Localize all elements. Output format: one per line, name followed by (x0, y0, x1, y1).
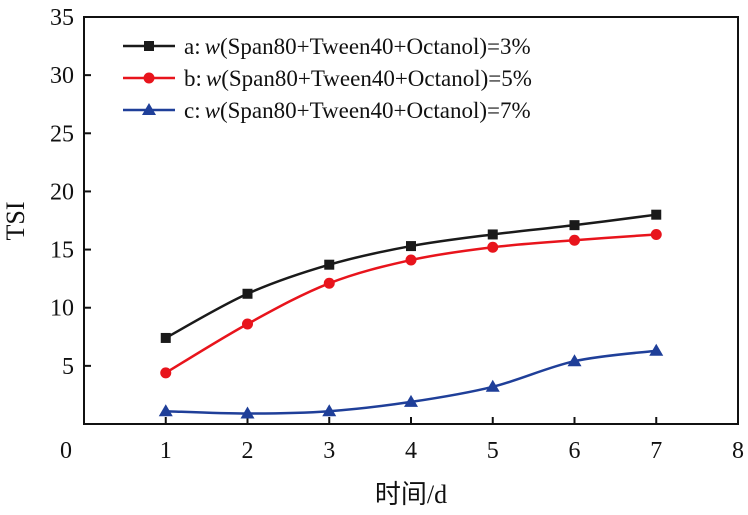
x-tick-label: 2 (242, 438, 254, 464)
x-tick-label: 6 (569, 438, 581, 464)
legend-marker (143, 72, 155, 84)
series-a (160, 209, 662, 343)
data-point (651, 209, 662, 220)
y-axis-title: TSI (1, 202, 30, 241)
series-layer (158, 209, 664, 419)
y-tick-label: 35 (50, 5, 74, 31)
legend-marker (142, 103, 156, 115)
series-line (165, 213, 657, 340)
legend-label: b: w(Span80+Tween40+Octanol)=5% (184, 66, 532, 91)
legend-item-a: a: w(Span80+Tween40+Octanol)=3% (123, 34, 531, 59)
data-point (404, 394, 418, 407)
y-tick-label: 15 (50, 238, 74, 264)
data-point (405, 254, 417, 266)
legend-rest: (Span80+Tween40+Octanol)=3% (220, 34, 531, 59)
data-point (242, 318, 253, 330)
legend-prefix: b: (184, 66, 202, 91)
x-tick-label: 8 (732, 438, 744, 464)
data-point (160, 367, 172, 379)
legend-prefix: a: (184, 34, 201, 59)
axis-ticks: 1 2 3 4 5 6 7 8 0 5 10 15 20 25 30 35 (50, 5, 744, 464)
y-tick-label: 25 (50, 121, 74, 147)
data-point (487, 229, 498, 240)
legend-w: w (205, 98, 221, 123)
legend: a: w(Span80+Tween40+Octanol)=3%b: w(Span80… (123, 34, 532, 123)
series-c (158, 343, 664, 419)
data-point (240, 406, 255, 419)
legend-w: w (205, 34, 221, 59)
data-point (567, 354, 582, 367)
legend-prefix: c: (184, 98, 201, 123)
legend-label: c: w(Span80+Tween40+Octanol)=7% (184, 98, 531, 123)
y-tick-label: 20 (50, 179, 74, 205)
data-point (160, 332, 171, 343)
origin-tick-label: 0 (60, 438, 72, 464)
data-point (569, 234, 580, 246)
x-tick-label: 7 (650, 438, 662, 464)
legend-item-c: c: w(Span80+Tween40+Octanol)=7% (123, 98, 531, 123)
data-point (485, 379, 500, 392)
data-point (650, 228, 662, 240)
y-tick-label: 10 (50, 296, 74, 322)
x-tick-label: 4 (405, 438, 417, 464)
legend-label: a: w(Span80+Tween40+Octanol)=3% (184, 34, 531, 59)
data-point (158, 404, 173, 417)
x-tick-label: 3 (323, 438, 335, 464)
data-point (322, 404, 337, 417)
data-point (323, 277, 335, 289)
x-tick-label: 1 (160, 438, 172, 464)
data-point (324, 259, 335, 270)
legend-item-b: b: w(Span80+Tween40+Octanol)=5% (123, 66, 532, 91)
data-point (487, 241, 499, 253)
y-tick-label: 5 (62, 354, 74, 380)
data-point (406, 241, 416, 252)
y-tick-label: 30 (50, 63, 74, 89)
legend-w: w (206, 66, 222, 91)
data-point (242, 288, 253, 299)
series-b (160, 228, 662, 379)
legend-rest: (Span80+Tween40+Octanol)=5% (221, 66, 532, 91)
legend-rest: (Span80+Tween40+Octanol)=7% (220, 98, 531, 123)
data-point (569, 220, 580, 231)
legend-marker (144, 41, 154, 51)
x-tick-label: 5 (487, 438, 499, 464)
data-point (649, 343, 664, 356)
x-axis-title: 时间/d (375, 480, 447, 509)
